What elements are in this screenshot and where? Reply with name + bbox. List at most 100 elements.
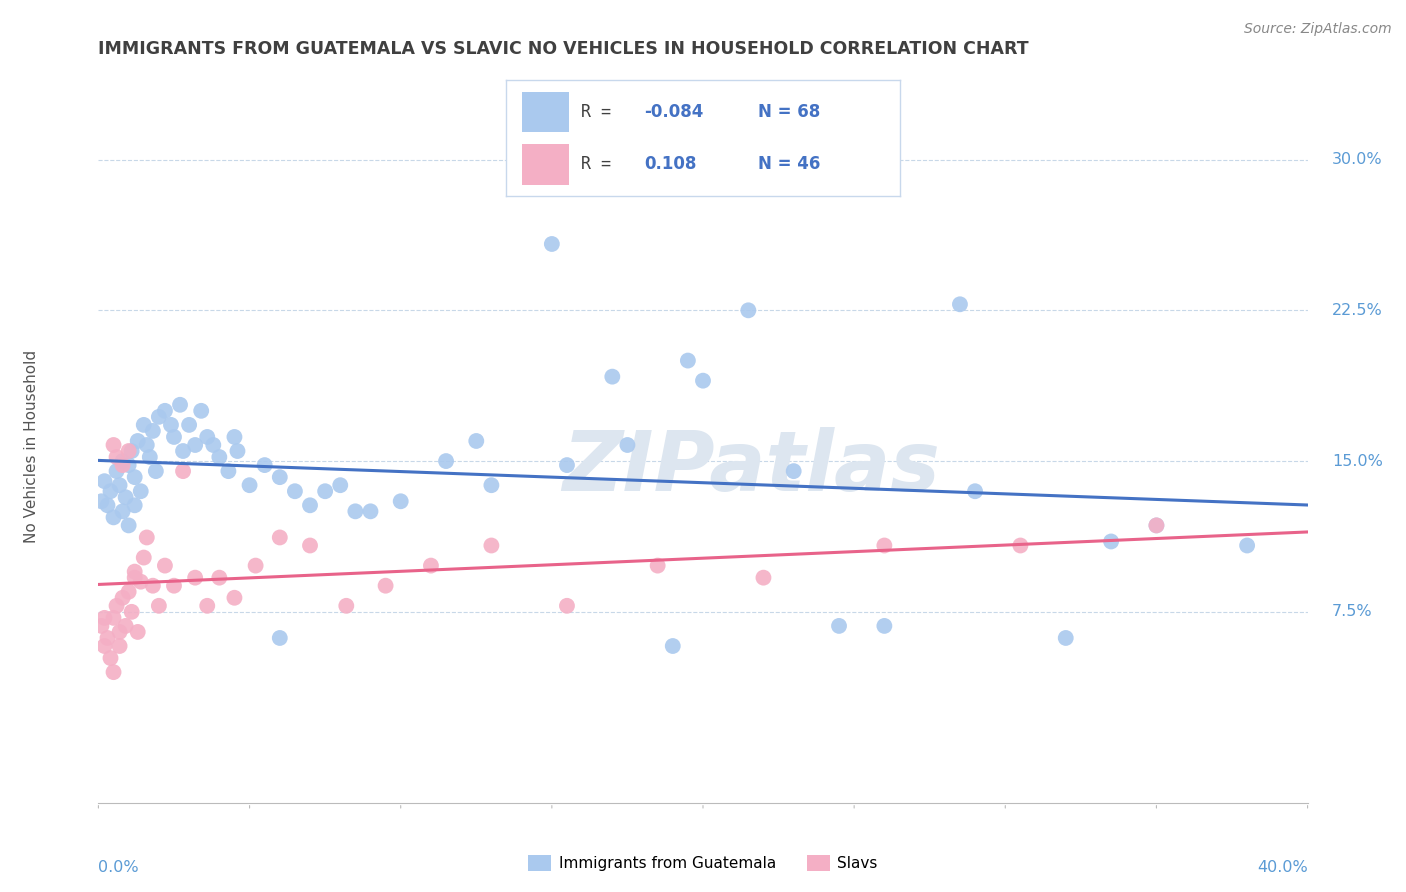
Point [108, 478, 131, 492]
Point [124, 470, 146, 484]
Point [661, 639, 683, 653]
Point [103, 438, 125, 452]
Text: IMMIGRANTS FROM GUATEMALA VS SLAVIC NO VEHICLES IN HOUSEHOLD CORRELATION CHART: IMMIGRANTS FROM GUATEMALA VS SLAVIC NO V… [98, 40, 1029, 58]
Point [195, 599, 218, 613]
Point [434, 454, 457, 468]
Point [163, 430, 186, 444]
Text: 0.108: 0.108 [644, 155, 696, 173]
Point [208, 450, 231, 464]
Point [169, 398, 191, 412]
Point [127, 624, 149, 639]
Text: -0.084: -0.084 [644, 103, 703, 121]
Point [114, 490, 136, 504]
Point [100, 651, 122, 665]
Point [127, 434, 149, 448]
Point [111, 458, 134, 472]
Point [184, 438, 207, 452]
Text: No Vehicles in Household: No Vehicles in Household [24, 350, 39, 542]
Text: 0.0%: 0.0% [98, 860, 139, 875]
Point [481, 539, 503, 553]
Text: R =: R = [581, 103, 621, 121]
Point [160, 417, 183, 432]
Point [124, 498, 146, 512]
Point [1236, 539, 1258, 553]
Point [245, 558, 267, 573]
Point [135, 531, 157, 545]
Point [135, 438, 157, 452]
Point [269, 531, 291, 545]
Point [124, 571, 146, 585]
Point [93, 611, 115, 625]
Point [692, 374, 714, 388]
Point [389, 494, 412, 508]
Point [145, 464, 167, 478]
Text: 40.0%: 40.0% [1257, 860, 1308, 875]
Point [1144, 518, 1167, 533]
Point [1010, 539, 1032, 553]
Point [129, 484, 152, 499]
Point [111, 591, 134, 605]
Point [90, 619, 112, 633]
Point [93, 639, 115, 653]
Point [195, 430, 218, 444]
Point [103, 611, 125, 625]
Point [1144, 518, 1167, 533]
Text: 7.5%: 7.5% [1331, 605, 1372, 619]
Point [965, 484, 987, 499]
Text: ZIPatlas: ZIPatlas [562, 427, 941, 508]
Point [100, 484, 122, 499]
Point [142, 579, 165, 593]
Point [360, 504, 382, 518]
Point [253, 458, 276, 472]
Text: 15.0%: 15.0% [1331, 453, 1382, 468]
Point [465, 434, 488, 448]
Point [329, 478, 352, 492]
Point [419, 558, 441, 573]
Point [208, 571, 231, 585]
Point [172, 444, 194, 458]
Point [190, 404, 212, 418]
Point [1099, 534, 1122, 549]
Point [269, 631, 291, 645]
Point [737, 303, 759, 318]
Point [163, 579, 186, 593]
Point [105, 599, 128, 613]
Point [782, 464, 804, 478]
Text: Source: ZipAtlas.com: Source: ZipAtlas.com [1244, 22, 1392, 37]
Point [202, 438, 225, 452]
Point [873, 619, 896, 633]
Text: 22.5%: 22.5% [1331, 302, 1382, 318]
Point [90, 494, 112, 508]
Point [647, 558, 669, 573]
Legend: Immigrants from Guatemala, Slavs: Immigrants from Guatemala, Slavs [522, 849, 884, 877]
Point [142, 424, 165, 438]
Point [949, 297, 972, 311]
Point [129, 574, 152, 589]
Point [481, 478, 503, 492]
Point [148, 409, 170, 424]
Point [105, 464, 128, 478]
Point [344, 504, 367, 518]
Point [224, 591, 246, 605]
Point [132, 550, 155, 565]
Point [114, 619, 136, 633]
Point [239, 478, 262, 492]
Point [269, 470, 291, 484]
Point [752, 571, 775, 585]
Point [148, 599, 170, 613]
Point [314, 484, 336, 499]
Point [172, 464, 194, 478]
Point [93, 474, 115, 488]
Point [105, 450, 128, 464]
Text: N = 46: N = 46 [758, 155, 821, 173]
Point [676, 353, 699, 368]
Point [602, 369, 624, 384]
Point [335, 599, 357, 613]
Point [555, 458, 578, 472]
Point [153, 558, 176, 573]
Text: 30.0%: 30.0% [1331, 152, 1382, 167]
Point [108, 624, 131, 639]
Point [299, 498, 322, 512]
Bar [522, 92, 569, 132]
Point [226, 444, 249, 458]
